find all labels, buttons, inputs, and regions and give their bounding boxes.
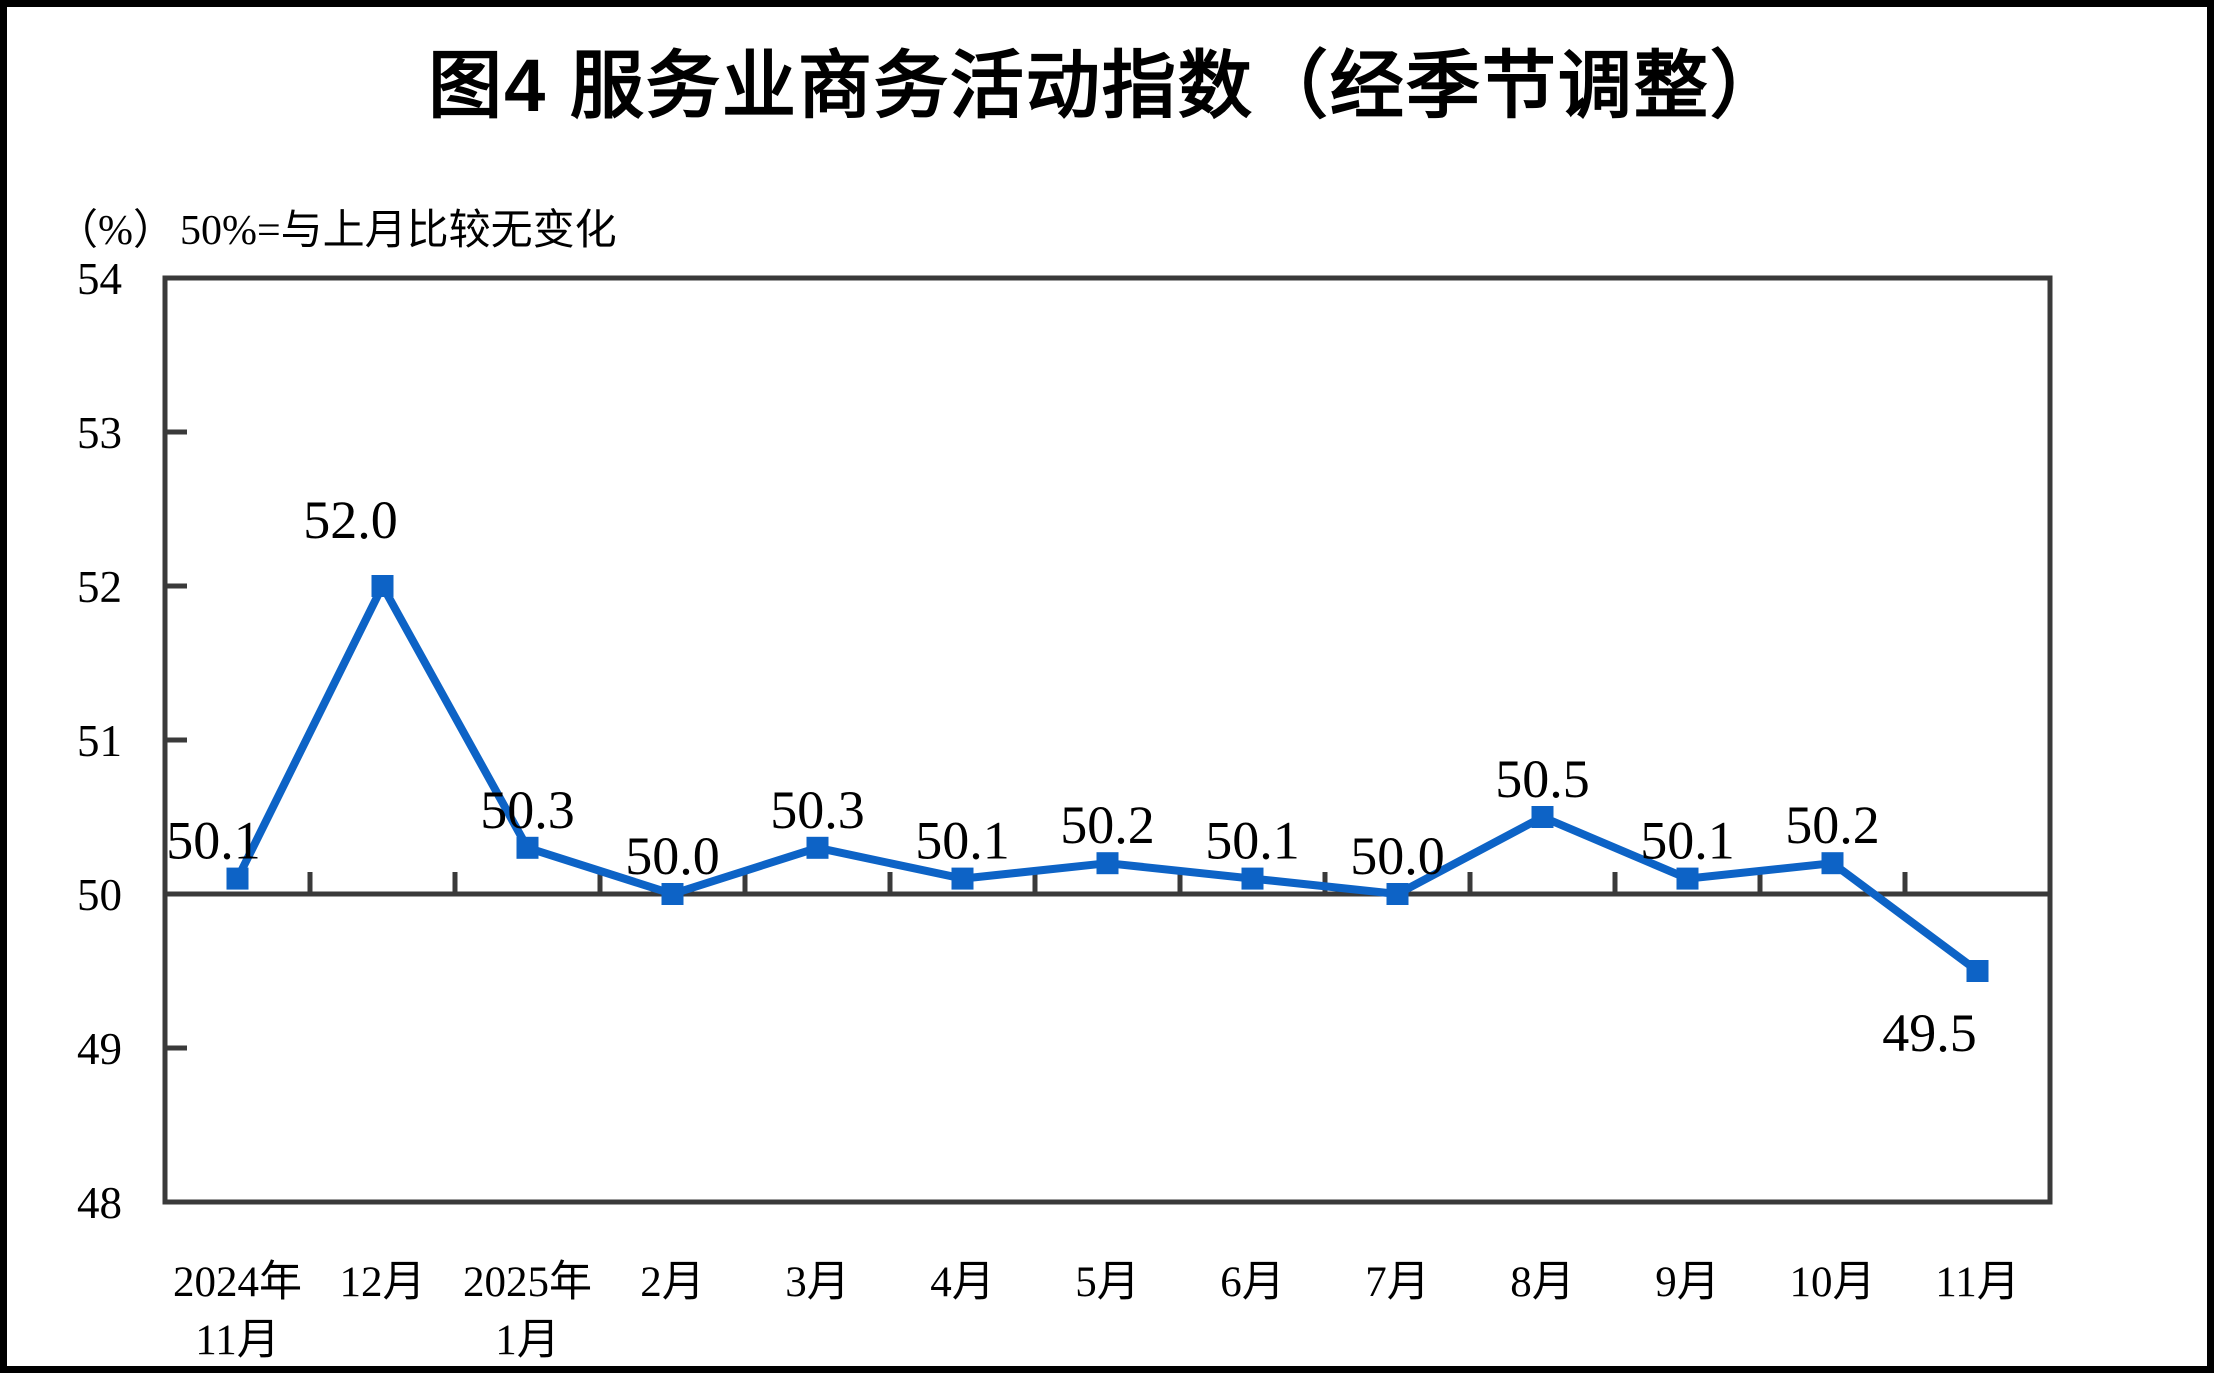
series-line: [233, 582, 1980, 975]
data-label: 50.3: [480, 780, 575, 840]
data-point-marker: [1821, 852, 1844, 875]
x-axis-label: 6月: [1220, 1259, 1285, 1306]
data-label: 50.0: [1350, 826, 1445, 886]
x-axis-label: 11月: [1935, 1259, 2019, 1306]
data-label: 50.1: [915, 811, 1010, 871]
data-point-marker: [226, 867, 249, 890]
data-point-marker: [1966, 960, 1989, 982]
data-point-marker: [516, 836, 539, 859]
x-axis-label: 2025年: [463, 1259, 592, 1306]
data-point-marker: [1096, 852, 1119, 875]
x-axis-label: 5月: [1075, 1259, 1140, 1306]
data-point-marker: [661, 883, 684, 905]
data-label: 52.0: [303, 490, 398, 550]
data-label: 50.2: [1785, 795, 1880, 855]
data-point-marker: [1531, 806, 1554, 828]
y-axis-unit-label: （%）: [56, 208, 175, 254]
x-axis-label: 10月: [1790, 1259, 1876, 1306]
x-axis-label: 7月: [1365, 1259, 1430, 1306]
y-axis-label: 48: [77, 1178, 122, 1228]
x-axis-label: 4月: [930, 1259, 995, 1306]
y-axis-label: 49: [77, 1024, 122, 1074]
y-axis-label: 52: [77, 562, 122, 612]
data-point-marker: [1676, 867, 1699, 890]
x-axis-label: 12月: [340, 1259, 426, 1306]
baseline-note: 50%=与上月比较无变化: [180, 208, 617, 254]
x-axis-label: 2024年: [173, 1259, 302, 1306]
data-label: 50.1: [166, 811, 261, 871]
data-point-marker: [1241, 867, 1264, 890]
data-point-marker: [806, 836, 829, 859]
chart-title: 图4 服务业商务活动指数（经季节调整）: [428, 44, 1786, 127]
x-axis-label: 9月: [1655, 1259, 1720, 1306]
x-axis-label: 1月: [495, 1317, 560, 1364]
x-axis-label: 11月: [195, 1317, 279, 1364]
y-axis-label: 50: [77, 870, 122, 920]
x-axis-label: 8月: [1510, 1259, 1575, 1306]
x-axis-label: 2月: [640, 1259, 705, 1306]
y-axis-label: 54: [77, 254, 122, 304]
data-label: 50.1: [1205, 811, 1300, 871]
data-label: 50.1: [1640, 811, 1735, 871]
y-axis-label: 51: [77, 716, 122, 766]
data-point-marker: [951, 867, 974, 890]
data-point-marker: [371, 575, 394, 597]
data-point-marker: [1386, 883, 1409, 905]
plot-border: [162, 275, 2053, 1205]
data-label: 50.3: [770, 780, 865, 840]
data-label: 49.5: [1882, 1003, 1977, 1063]
x-axis-label: 3月: [785, 1259, 850, 1306]
data-label: 50.2: [1060, 795, 1155, 855]
data-label: 50.5: [1495, 749, 1590, 809]
y-axis-label: 53: [77, 408, 122, 458]
data-label: 50.0: [625, 826, 720, 886]
